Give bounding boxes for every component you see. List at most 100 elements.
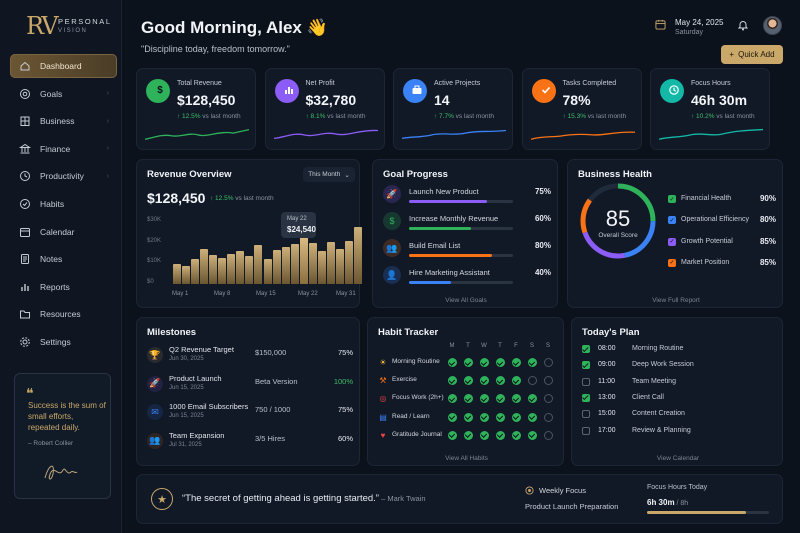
habit-check[interactable] [479,430,489,440]
habit-check[interactable] [511,376,521,386]
habit-check[interactable] [495,412,505,422]
habit-check[interactable] [527,394,537,404]
plan-checkbox[interactable] [582,393,590,402]
revenue-bar[interactable] [254,245,263,284]
sidebar-item-habits[interactable]: Habits [10,192,117,216]
revenue-bar[interactable] [344,240,353,284]
revenue-bar[interactable] [227,253,236,284]
habit-check[interactable] [495,394,505,404]
habit-check[interactable] [463,358,473,367]
habit-check[interactable] [511,358,521,367]
habit-check[interactable] [543,394,553,404]
goal-item[interactable]: 👥 Build Email List 80% [383,239,551,261]
view-calendar-link[interactable]: View Calendar [656,455,700,462]
habit-check[interactable] [495,376,505,386]
revenue-bar[interactable] [299,232,308,284]
habit-check[interactable] [543,376,553,386]
plan-checkbox[interactable] [582,426,590,435]
milestone-item[interactable]: 🏆 Q2 Revenue Target Jun 30, 2025 $150,000 75… [147,345,353,367]
habit-check[interactable] [479,394,489,404]
revenue-range-select[interactable]: This Month ⌄ [303,167,355,182]
habit-check[interactable] [479,376,489,386]
habit-check[interactable] [527,376,537,386]
revenue-bar[interactable] [173,264,181,284]
milestone-item[interactable]: 🚀 Product Launch Jun 15, 2025 Beta Version 1… [147,374,353,396]
milestone-item[interactable]: 👥 Team Expansion Jul 31, 2025 3/5 Hires 60% [147,431,353,453]
plan-checkbox[interactable] [582,361,590,370]
view-all-habits-link[interactable]: View All Habits [445,455,488,462]
revenue-bar[interactable] [308,243,317,284]
revenue-bar[interactable] [191,258,200,284]
habit-check[interactable] [495,430,505,440]
habit-check[interactable] [463,376,473,386]
habit-check[interactable] [511,394,521,404]
plan-item[interactable]: 08:00 Morning Routine [582,344,778,358]
sidebar-item-calendar[interactable]: Calendar [10,220,117,244]
revenue-bar[interactable] [200,249,209,284]
revenue-bar[interactable] [245,255,254,284]
quick-add-button[interactable]: + Quick Add [721,45,783,64]
habit-check[interactable] [527,412,537,422]
kpi-card-tasks-completed[interactable]: Tasks Completed 78% ↑ 15.3% vs last month [521,68,642,150]
habit-check[interactable] [543,430,553,440]
avatar[interactable] [763,16,782,35]
habit-check[interactable] [447,394,457,404]
habit-check[interactable] [543,358,553,367]
plan-item[interactable]: 11:00 Team Meeting [582,377,778,391]
revenue-bar[interactable] [209,254,218,284]
plan-item[interactable]: 09:00 Deep Work Session [582,360,778,374]
goal-item[interactable]: 👤 Hire Marketing Assistant 40% [383,266,551,288]
bell-icon[interactable] [737,19,749,31]
sidebar-item-notes[interactable]: Notes [10,247,117,271]
habit-check[interactable] [543,412,553,422]
sidebar-item-settings[interactable]: Settings [10,330,117,354]
revenue-bar[interactable] [326,242,335,284]
sidebar-item-goals[interactable]: Goals › [10,82,117,106]
habit-check[interactable] [479,412,489,422]
revenue-bar[interactable] [218,257,227,284]
revenue-bar[interactable] [272,250,281,284]
habit-check[interactable] [511,412,521,422]
sidebar-item-business[interactable]: Business › [10,109,117,133]
goal-item[interactable]: $ Increase Monthly Revenue 60% [383,212,551,234]
plan-checkbox[interactable] [582,345,590,353]
sidebar-item-resources[interactable]: Resources [10,302,117,326]
plan-checkbox[interactable] [582,410,590,419]
view-full-report-link[interactable]: View Full Report [652,297,700,304]
plan-item[interactable]: 13:00 Client Call [582,393,778,407]
revenue-bar[interactable] [354,227,362,284]
sidebar-item-reports[interactable]: Reports [10,275,117,299]
habit-check[interactable] [447,412,457,422]
logo[interactable]: RV PERSONAL VISION [26,12,116,42]
kpi-card-net-profit[interactable]: Net Profit $32,780 ↑ 8.1% vs last month [264,68,385,150]
revenue-bar[interactable] [317,251,326,284]
revenue-bar[interactable] [263,258,272,284]
plan-item[interactable]: 17:00 Review & Planning [582,426,778,440]
milestone-item[interactable]: ✉ 1000 Email Subscribers Jun 15, 2025 750 /… [147,402,353,424]
habit-check[interactable] [463,412,473,422]
revenue-bar[interactable] [290,244,299,284]
sidebar-item-productivity[interactable]: Productivity › [10,164,117,188]
plan-item[interactable]: 15:00 Content Creation [582,409,778,423]
revenue-bar[interactable] [335,249,344,284]
sidebar-item-finance[interactable]: Finance › [10,137,117,161]
habit-check[interactable] [527,358,537,367]
kpi-card-total-revenue[interactable]: $ Total Revenue $128,450 ↑ 12.5% vs last mo… [136,68,256,150]
plan-checkbox[interactable] [582,377,590,386]
kpi-card-focus-hours[interactable]: Focus Hours 46h 30m ↑ 10.2% vs last month [650,68,770,150]
habit-check[interactable] [447,376,457,386]
revenue-bar[interactable] [236,251,245,284]
view-all-goals-link[interactable]: View All Goals [445,297,487,304]
habit-check[interactable] [463,430,473,440]
habit-check[interactable] [511,430,521,440]
habit-check[interactable] [479,358,489,367]
goal-item[interactable]: 🚀 Launch New Product 75% [383,185,551,207]
kpi-card-active-projects[interactable]: Active Projects 14 ↑ 7.7% vs last month [393,68,513,150]
sidebar-item-dashboard[interactable]: Dashboard [10,54,117,78]
habit-check[interactable] [495,358,505,367]
revenue-bar[interactable] [182,266,191,284]
habit-check[interactable] [447,430,457,440]
habit-check[interactable] [463,394,473,404]
habit-check[interactable] [527,430,537,440]
revenue-bar[interactable] [281,247,290,284]
